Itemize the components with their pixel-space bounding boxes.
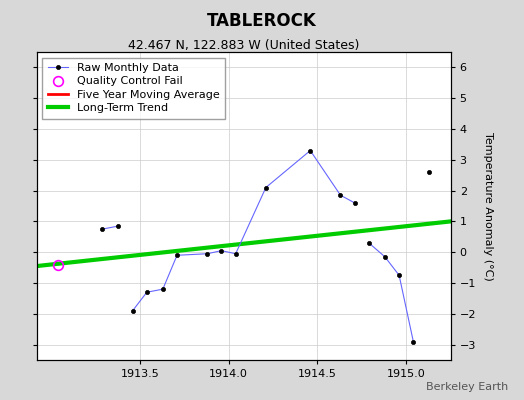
Text: TABLEROCK: TABLEROCK [207, 12, 317, 30]
Y-axis label: Temperature Anomaly (°C): Temperature Anomaly (°C) [483, 132, 493, 280]
Legend: Raw Monthly Data, Quality Control Fail, Five Year Moving Average, Long-Term Tren: Raw Monthly Data, Quality Control Fail, … [42, 58, 225, 119]
Line: Raw Monthly Data: Raw Monthly Data [100, 224, 121, 231]
Text: Berkeley Earth: Berkeley Earth [426, 382, 508, 392]
Raw Monthly Data [115, 224, 122, 228]
Raw Monthly Data [99, 227, 105, 232]
Title: 42.467 N, 122.883 W (United States): 42.467 N, 122.883 W (United States) [128, 39, 359, 52]
